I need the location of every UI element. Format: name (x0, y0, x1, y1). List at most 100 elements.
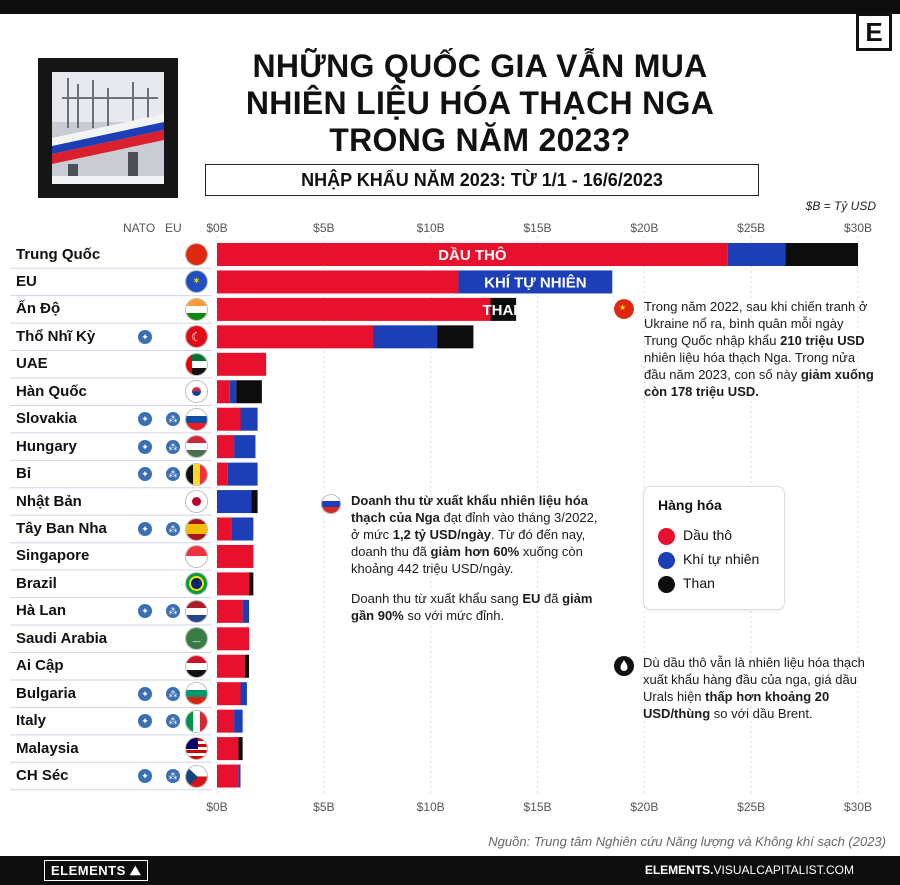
oil-note-text-1: Dù dầu thô vẫn là nhiên liệu hóa thạch x… (643, 655, 865, 704)
country-label: Brazil (16, 574, 57, 592)
nato-badge-icon: ✦ (138, 686, 152, 701)
country-label: EU (16, 272, 37, 290)
country-flag-icon (185, 654, 208, 678)
svg-text:★: ★ (619, 303, 626, 312)
bar-segment-natural-gas (234, 435, 256, 459)
unit-note: $B = Tỷ USD (805, 199, 876, 213)
legend-swatch-natural-gas (658, 551, 675, 569)
pipeline-photo-art (52, 72, 164, 184)
bar-segment-crude-oil (217, 709, 235, 733)
country-flag-icon (185, 380, 208, 404)
bar-label: DẦU THÔ (438, 246, 507, 264)
country-label: Nhật Bản (16, 492, 82, 510)
legend: Hàng hóa Dầu thô Khí tự nhiên Than (643, 486, 785, 610)
country-flag-icon (185, 407, 208, 431)
country-flag-icon (185, 352, 208, 376)
russia-revenue-note: Doanh thu từ xuất khẩu nhiên liệu hóa th… (351, 492, 609, 577)
bar-segment-natural-gas (217, 490, 252, 514)
bar-segment-crude-oil (217, 380, 230, 404)
bottom-axis-tick-label: $30B (843, 800, 873, 814)
bar-segment-coal (251, 490, 258, 514)
bar-segment-natural-gas (240, 682, 247, 706)
bar-segment-natural-gas (234, 709, 243, 733)
country-flag-icon (185, 435, 208, 459)
bar-segment-coal (244, 654, 250, 678)
nato-badge-icon: ✦ (138, 714, 152, 729)
russia-eu-bold-2: giảm gần 90% (351, 591, 593, 623)
russia-note-bold-3: giảm hơn 60% (430, 544, 520, 559)
country-flag-icon: ﹏ (185, 627, 208, 651)
russia-note-text-3: xuống còn khoảng 442 triệu USD/ngày. (351, 544, 583, 576)
bar-segment-coal (249, 572, 254, 596)
russia-note-text-1: đạt đỉnh vào tháng 3/2022, ở mức (351, 510, 598, 542)
top-axis-tick-label: $30B (843, 221, 873, 235)
nato-badge-icon: ✦ (138, 522, 152, 536)
country-flag-icon (185, 572, 208, 596)
elements-logo: ELEMENTS ⛰ (44, 860, 149, 881)
bar-segment-crude-oil (217, 572, 250, 596)
bar-label: THAN (482, 302, 524, 319)
bar-segment-crude-oil (217, 407, 241, 431)
russia-note-bold-2: 1,2 tỷ USD/ngày (392, 527, 492, 542)
country-label: UAE (16, 355, 48, 373)
russia-flag-icon (321, 494, 341, 514)
bar-segment-crude-oil (217, 243, 728, 266)
url-rest-part: VISUALCAPITALIST.COM (713, 863, 854, 877)
country-flag-icon: ✶ (185, 270, 208, 294)
legend-swatch-crude-oil (658, 527, 675, 545)
eu-badge-icon: ⁂ (166, 467, 180, 482)
country-label: Slovakia (16, 410, 77, 428)
bottom-axis-tick-label: $15B (523, 800, 552, 814)
legend-item-natural-gas: Khí tự nhiên (658, 549, 759, 569)
top-axis-tick-label: $5B (313, 221, 335, 235)
country-flag-icon (185, 682, 208, 706)
china-note-text-1: Trong năm 2022, sau khi chiến tranh ở Uk… (644, 299, 868, 348)
country-label: Malaysia (16, 739, 79, 757)
country-label: Singapore (16, 547, 90, 565)
bar-segment-crude-oil (217, 682, 241, 706)
bottom-axis-tick-label: $10B (416, 800, 445, 814)
legend-title: Hàng hóa (658, 497, 722, 513)
legend-swatch-coal (658, 575, 675, 593)
bar-segment-natural-gas (240, 407, 258, 431)
chart-subtitle: NHẬP KHẨU NĂM 2023: TỪ 1/1 - 16/6/2023 (205, 164, 759, 196)
eu-badge-icon: ⁂ (166, 522, 180, 536)
top-bar (0, 0, 900, 14)
bar-segment-crude-oil (217, 270, 459, 294)
russia-note-bold-1: Doanh thu từ xuất khẩu nhiên liệu hóa th… (351, 493, 588, 525)
bar-segment-coal (437, 325, 474, 349)
country-label: Italy (16, 712, 47, 730)
russia-eu-text-2: đã (540, 591, 563, 606)
china-note: Trong năm 2022, sau khi chiến tranh ở Uk… (644, 298, 876, 400)
bar-segment-coal (238, 737, 243, 761)
bar-segment-natural-gas (231, 517, 254, 541)
country-label: Hà Lan (16, 602, 67, 620)
legend-label-natural-gas: Khí tự nhiên (683, 551, 760, 567)
country-label: Ấn Độ (16, 300, 61, 318)
country-label: Tây Ban Nha (16, 520, 107, 537)
legend-item-coal: Than (658, 573, 715, 593)
nato-badge-icon: ✦ (138, 769, 152, 784)
title-line-1: NHỮNG QUỐC GIA VẪN MUA (252, 48, 708, 84)
bar-segment-crude-oil (217, 325, 373, 349)
eu-badge-icon: ⁂ (166, 412, 180, 427)
bottom-axis-tick-label: $25B (737, 800, 766, 814)
nato-column-header: NATO (123, 221, 156, 235)
russia-note-text-2: . Từ đó đến nay, doanh thu đã (351, 527, 586, 559)
country-flag-icon (185, 243, 208, 266)
china-flag-icon: ★ (614, 299, 634, 319)
bar-segment-natural-gas (229, 380, 237, 404)
bar-segment-natural-gas (727, 243, 786, 266)
oil-note: Dù dầu thô vẫn là nhiên liệu hóa thạch x… (643, 654, 875, 722)
bar-segment-crude-oil (217, 544, 254, 568)
top-axis-tick-label: $10B (416, 221, 445, 235)
top-axis-tick-label: $15B (523, 221, 552, 235)
bar-segment-coal (236, 380, 262, 404)
bar-segment-crude-oil (217, 599, 243, 623)
source-note: Nguồn: Trung tâm Nghiên cứu Năng lượng v… (488, 834, 886, 849)
title-line-3: TRONG NĂM 2023? (329, 122, 631, 158)
eu-badge-icon: ⁂ (166, 686, 180, 701)
legend-label-coal: Than (683, 575, 715, 591)
bar-segment-crude-oil (217, 737, 239, 761)
